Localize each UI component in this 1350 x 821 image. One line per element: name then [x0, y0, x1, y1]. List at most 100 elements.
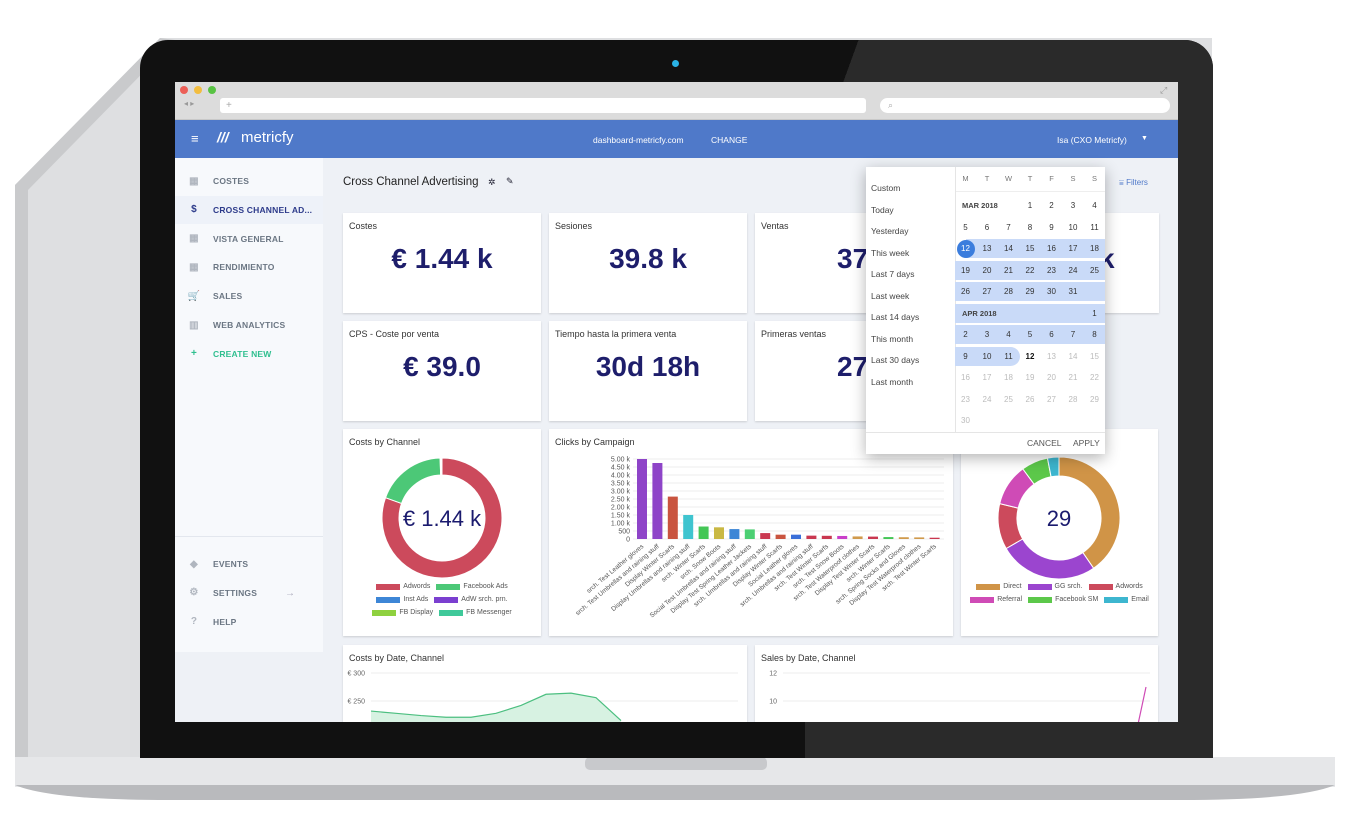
bar[interactable] [929, 537, 940, 539]
bar[interactable] [714, 527, 724, 539]
preset-option[interactable]: Last 14 days [871, 312, 920, 322]
maximize-window-button[interactable] [208, 86, 216, 94]
legend-item[interactable]: Referral [970, 596, 1022, 603]
calendar-day[interactable]: 6 [984, 222, 990, 232]
back-forward-icon[interactable]: ◂ ▸ [184, 99, 195, 108]
calendar-day[interactable]: 13 [982, 244, 992, 253]
bar[interactable] [760, 533, 771, 539]
calendar-day[interactable]: 12 [956, 240, 975, 258]
legend-item[interactable]: FB Display [372, 609, 433, 616]
user-menu[interactable]: Isa (CXO Metricfy) [1057, 135, 1127, 145]
calendar-day[interactable]: 28 [1004, 287, 1013, 296]
fullscreen-icon[interactable]: ⤢ [1160, 85, 1168, 95]
calendar-day[interactable]: 16 [961, 373, 970, 382]
sidebar-item[interactable]: + CREATE NEW [175, 340, 323, 368]
series-line[interactable] [783, 686, 1147, 722]
calendar-day[interactable]: 9 [963, 351, 968, 361]
donut-slice[interactable] [381, 457, 503, 579]
calendar-day[interactable]: 3 [1070, 201, 1076, 210]
calendar-day[interactable]: 12 [1025, 351, 1035, 361]
preset-option[interactable]: This week [871, 247, 910, 258]
calendar-day[interactable]: 27 [982, 287, 992, 296]
legend-item[interactable]: GG srch. [1027, 583, 1083, 590]
donut-slice[interactable] [384, 457, 442, 505]
donut-slice[interactable] [1046, 456, 1060, 478]
apply-button[interactable]: APPLY [1073, 438, 1100, 448]
calendar-day[interactable]: 10 [982, 351, 992, 361]
legend-item[interactable]: Facebook Ads [436, 583, 508, 590]
legend-item[interactable]: Adwords [1088, 583, 1143, 590]
calendar-day[interactable]: 23 [961, 394, 970, 404]
calendar-day[interactable]: 20 [982, 265, 992, 275]
calendar-day[interactable]: 22 [1090, 373, 1099, 382]
preset-option[interactable]: Last week [871, 290, 910, 301]
bar[interactable] [637, 459, 647, 539]
calendar-day[interactable]: 17 [982, 373, 992, 382]
calendar-day[interactable]: 11 [1004, 351, 1013, 361]
bar[interactable] [821, 535, 832, 539]
new-tab-icon[interactable]: + [226, 100, 232, 111]
preset-option[interactable]: Last month [871, 376, 914, 387]
calendar-day[interactable]: 30 [1047, 287, 1056, 296]
calendar-day[interactable]: 16 [1047, 244, 1056, 253]
calendar-day[interactable]: 7 [1070, 330, 1076, 339]
calendar-day[interactable]: 4 [1092, 201, 1097, 210]
legend-item[interactable]: AdW srch. prn. [434, 596, 508, 603]
calendar-day[interactable]: 2 [963, 330, 968, 339]
calendar-day[interactable]: 1 [1027, 201, 1033, 210]
calendar-day[interactable]: 29 [1090, 394, 1099, 404]
bar[interactable] [775, 534, 786, 539]
calendar-day[interactable]: 22 [1025, 265, 1035, 275]
sidebar-item[interactable]: ▦ VISTA GENERAL [175, 225, 323, 253]
legend-item[interactable]: Direct [976, 583, 1022, 590]
logo-text[interactable]: metricfy [241, 129, 294, 146]
preset-option[interactable]: Today [871, 204, 894, 215]
bar[interactable] [898, 537, 909, 539]
legend-item[interactable]: Facebook SM [1028, 596, 1098, 603]
sidebar-item-events[interactable]: ◆ EVENTS [175, 550, 323, 578]
browser-search-input[interactable]: ⌕ [880, 98, 1170, 113]
calendar-day[interactable]: 28 [1068, 394, 1078, 404]
calendar-day[interactable]: 26 [1025, 394, 1035, 404]
bar[interactable] [744, 529, 755, 539]
chevron-down-icon[interactable]: ▼ [1141, 135, 1148, 142]
calendar-day[interactable]: 26 [961, 287, 970, 296]
calendar-day[interactable]: 25 [1004, 394, 1013, 404]
calendar-day[interactable]: 21 [1004, 265, 1013, 275]
sidebar-item[interactable]: ▥ WEB ANALYTICS [175, 311, 323, 339]
bar[interactable] [837, 535, 848, 539]
calendar-day[interactable]: 14 [1004, 244, 1013, 253]
calendar-day[interactable]: 21 [1068, 373, 1078, 382]
sidebar-item[interactable]: $ CROSS CHANNEL AD... [175, 195, 323, 224]
bar[interactable] [698, 526, 709, 539]
calendar-day[interactable]: 5 [1027, 330, 1033, 339]
series-line[interactable] [370, 692, 622, 722]
arrow-right-icon[interactable]: → [285, 588, 295, 599]
calendar-day[interactable]: 8 [1027, 222, 1033, 232]
bar[interactable] [852, 536, 863, 539]
calendar-day[interactable]: 30 [961, 416, 970, 425]
calendar-day[interactable]: 8 [1092, 330, 1097, 339]
sidebar-item[interactable]: ▦ RENDIMIENTO [175, 253, 323, 281]
calendar-day[interactable]: 3 [984, 330, 990, 339]
filters-button[interactable]: ⩸ Filters [1119, 178, 1148, 188]
bar[interactable] [791, 534, 801, 539]
calendar-day[interactable]: 11 [1090, 222, 1099, 232]
calendar-day[interactable]: 5 [963, 222, 968, 232]
calendar-day[interactable]: 10 [1068, 222, 1078, 232]
donut-slice[interactable] [1005, 538, 1095, 580]
cancel-button[interactable]: CANCEL [1027, 438, 1062, 448]
sidebar-item-help[interactable]: ? HELP [175, 608, 323, 636]
settings-gear-icon[interactable]: ✲ [488, 177, 496, 187]
calendar-day[interactable]: 9 [1049, 222, 1054, 232]
calendar-day[interactable]: 15 [1025, 244, 1035, 253]
calendar-day[interactable]: 29 [1025, 287, 1035, 296]
calendar-day[interactable]: 4 [1006, 330, 1011, 339]
preset-option[interactable]: Yesterday [871, 226, 909, 236]
calendar-day[interactable]: 1 [1092, 308, 1097, 318]
legend-item[interactable]: FB Messenger [439, 609, 512, 616]
sidebar-item[interactable]: 🛒 SALES [175, 282, 323, 310]
menu-icon[interactable]: ≡ [191, 131, 199, 146]
calendar-day[interactable]: 19 [961, 265, 970, 275]
preset-option[interactable]: Last 7 days [871, 269, 915, 279]
